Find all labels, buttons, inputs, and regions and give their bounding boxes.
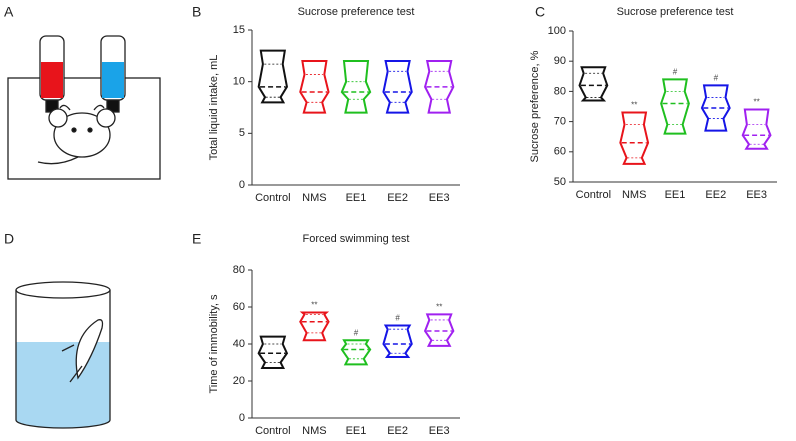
y-tick-label: 70 [554,116,566,128]
significance-mark: ** [631,101,637,110]
violin [382,60,413,114]
x-tick-label: EE2 [387,425,408,437]
y-axis-label: Total liquid intake, mL [208,55,220,161]
panel-label: A [4,4,14,20]
chart-title: Sucrose preference test [298,6,415,18]
x-tick-label: EE1 [346,425,367,437]
violin [257,335,289,370]
violin [299,60,330,114]
violin [340,339,372,366]
violin [423,60,455,114]
y-axis-label: Time of immobility, s [208,294,220,394]
x-tick-label: EE3 [429,192,450,204]
panel-label: B [192,4,201,20]
significance-mark: # [714,73,719,82]
significance-mark: # [395,314,400,323]
chart-title: Sucrose preference test [617,6,734,18]
violin [340,60,372,114]
violin [299,311,330,342]
y-tick-label: 5 [239,127,245,139]
x-tick-label: NMS [302,192,326,204]
x-tick-label: EE2 [387,192,408,204]
y-tick-label: 10 [233,76,245,88]
y-tick-label: 80 [554,85,566,97]
violin [578,66,609,102]
x-tick-label: EE1 [346,192,367,204]
significance-mark: ** [753,98,759,107]
x-tick-label: NMS [302,425,326,437]
y-tick-label: 40 [233,338,245,350]
y-axis-label: Sucrose preference, % [529,50,541,162]
panel-label: E [192,231,201,247]
violin [700,84,731,132]
panel-label: D [4,231,14,247]
illustration-a [7,35,161,180]
significance-mark: # [354,328,359,337]
violin [660,78,690,135]
significance-mark: ** [311,301,317,310]
y-tick-label: 90 [554,55,566,67]
x-tick-label: Control [255,192,290,204]
x-tick-label: EE1 [665,189,686,201]
violin [619,111,650,165]
y-tick-label: 0 [239,179,245,191]
y-tick-label: 50 [554,176,566,188]
y-tick-label: 60 [233,301,245,313]
violin [423,313,455,347]
y-tick-label: 0 [239,412,245,424]
significance-mark: # [673,67,678,76]
violin [257,49,288,104]
chart-title: Forced swimming test [303,233,410,245]
y-tick-label: 20 [233,375,245,387]
panel-label: C [535,4,545,20]
x-tick-label: EE3 [429,425,450,437]
y-tick-label: 80 [233,264,245,276]
x-tick-label: NMS [622,189,646,201]
y-tick-label: 100 [548,25,566,37]
x-tick-label: EE2 [705,189,726,201]
violin [382,324,413,358]
y-tick-label: 60 [554,146,566,158]
x-tick-label: Control [255,425,290,437]
violin [741,108,772,150]
x-tick-label: Control [576,189,611,201]
illustration-d [15,281,111,429]
x-tick-label: EE3 [746,189,767,201]
y-tick-label: 15 [233,24,245,36]
significance-mark: ** [436,303,442,312]
